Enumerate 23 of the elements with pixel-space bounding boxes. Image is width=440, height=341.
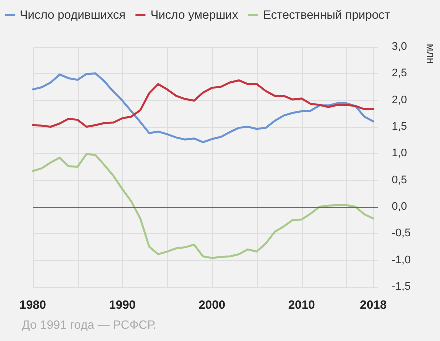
line-series bbox=[32, 153, 375, 260]
y-tick-label: 1,0 bbox=[392, 148, 408, 160]
legend-label: Число умерших bbox=[150, 8, 238, 22]
y-tick-label: 1,5 bbox=[392, 121, 408, 133]
legend-label: Число родившихся bbox=[20, 8, 126, 22]
legend-label: Естественный прирост bbox=[263, 8, 391, 22]
line-series bbox=[32, 80, 375, 128]
y-tick-label: 0,0 bbox=[392, 201, 408, 213]
y-tick-label: 3,0 bbox=[392, 41, 408, 53]
x-tick-label: 1980 bbox=[20, 298, 47, 312]
y-axis-title: млн bbox=[424, 44, 436, 64]
line-series bbox=[32, 72, 375, 144]
x-tick-label: 2018 bbox=[360, 298, 388, 312]
y-tick-label: 2,0 bbox=[392, 94, 408, 106]
y-tick-label: 0,5 bbox=[392, 174, 408, 186]
y-tick-label: -1,0 bbox=[392, 254, 411, 266]
text: До 1991 года — РСФСР. bbox=[22, 318, 157, 332]
x-tick-label: 1990 bbox=[109, 298, 136, 312]
y-tick-label: -1,5 bbox=[392, 281, 411, 293]
x-tick-label: 2010 bbox=[288, 298, 316, 312]
x-tick-label: 2000 bbox=[198, 298, 226, 312]
y-tick-label: 2,5 bbox=[392, 68, 408, 80]
y-tick-label: -0,5 bbox=[392, 228, 411, 240]
